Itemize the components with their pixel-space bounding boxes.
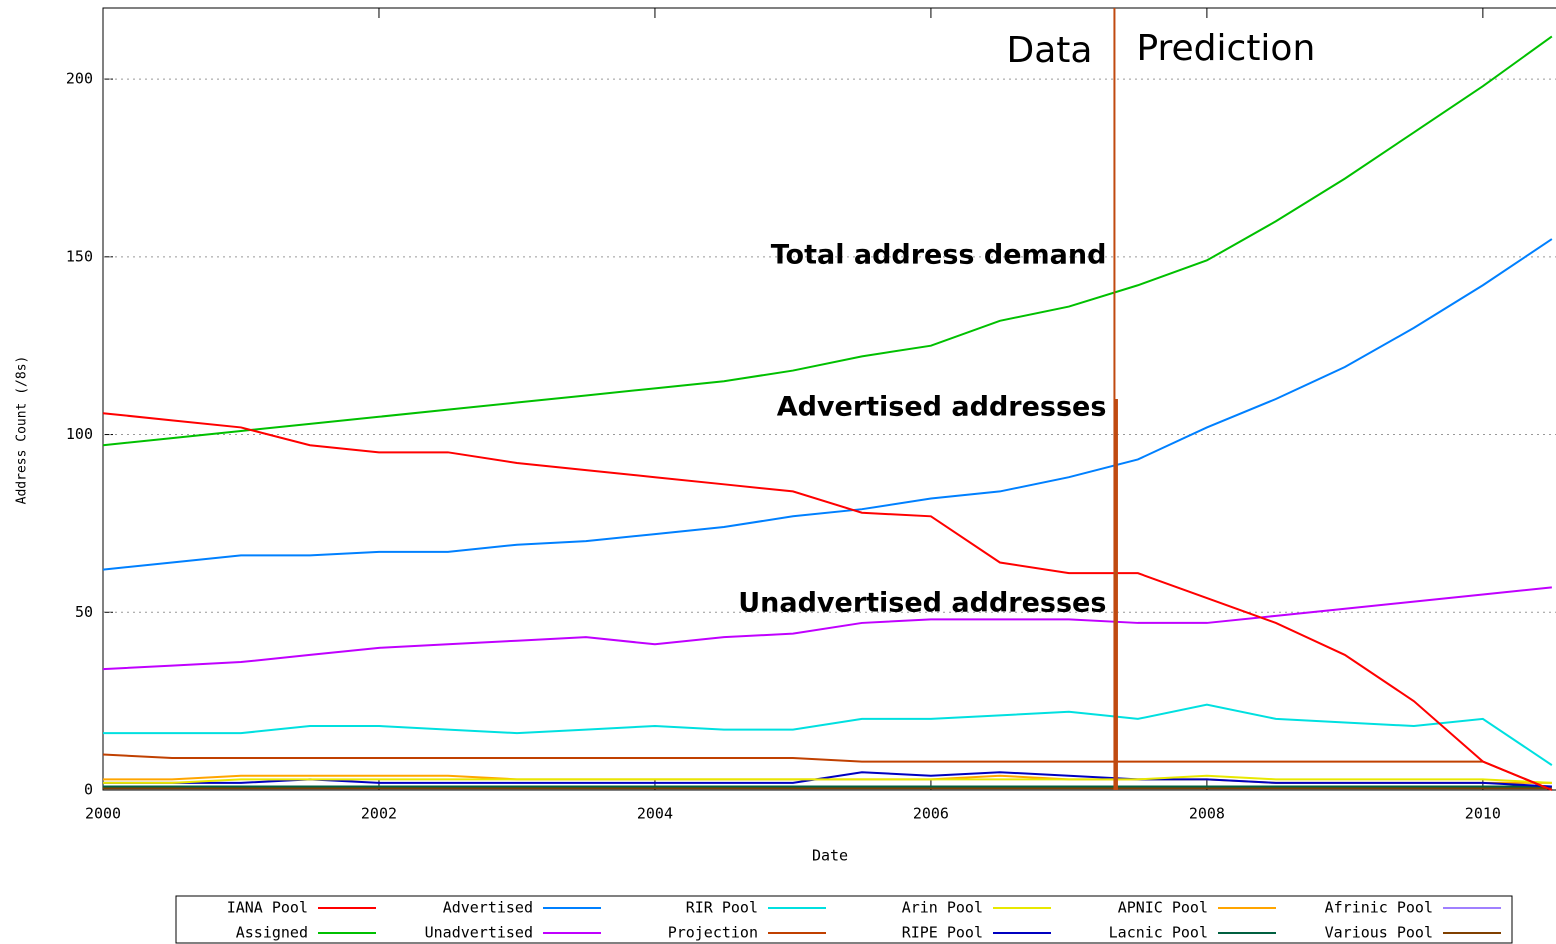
annotation: Advertised addresses xyxy=(777,392,1107,423)
series-line xyxy=(103,771,1552,788)
region-label: Prediction xyxy=(1136,28,1315,69)
series-line xyxy=(102,412,1553,791)
region-label: Data xyxy=(1006,30,1092,71)
legend-label: Various Pool xyxy=(1325,924,1433,942)
x-tick-label: 2010 xyxy=(1465,805,1501,823)
plot-frame xyxy=(102,7,1556,791)
x-tick-label: 2004 xyxy=(637,805,673,823)
legend-label: Unadvertised xyxy=(425,924,533,942)
y-tick-label: 0 xyxy=(84,781,93,799)
series-line xyxy=(103,774,1552,784)
legend-label: IANA Pool xyxy=(227,899,308,917)
series-line xyxy=(102,753,1553,791)
series-line xyxy=(102,238,1553,571)
legend-label: Lacnic Pool xyxy=(1109,924,1208,942)
x-tick-label: 2006 xyxy=(913,805,949,823)
x-tick-label: 2002 xyxy=(361,805,397,823)
legend-box xyxy=(175,895,1513,944)
legend-label: RIPE Pool xyxy=(902,924,983,942)
x-axis-label: Date xyxy=(812,847,848,865)
series-line xyxy=(102,586,1552,671)
x-tick-label: 2008 xyxy=(1189,805,1225,823)
series-line xyxy=(102,35,1553,447)
legend-label: Afrinic Pool xyxy=(1325,899,1433,917)
series-line xyxy=(103,703,1553,766)
legend-label: Advertised xyxy=(443,899,533,917)
x-tick-label: 2000 xyxy=(85,805,121,823)
annotation: Unadvertised addresses xyxy=(738,588,1106,619)
y-tick-label: 50 xyxy=(75,603,93,621)
y-tick-label: 100 xyxy=(66,425,93,443)
legend-label: Assigned xyxy=(236,924,308,942)
y-tick-label: 200 xyxy=(66,70,93,88)
legend-label: APNIC Pool xyxy=(1118,899,1208,917)
y-tick-label: 150 xyxy=(66,247,93,265)
legend-label: Arin Pool xyxy=(902,899,983,917)
legend-label: RIR Pool xyxy=(686,899,758,917)
y-axis-label: Address Count (/8s) xyxy=(15,356,30,505)
annotation: Total address demand xyxy=(771,240,1107,271)
legend-label: Projection xyxy=(668,924,758,942)
